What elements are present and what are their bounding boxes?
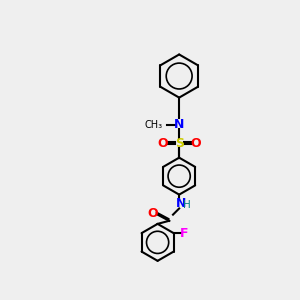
Text: F: F [180,226,189,240]
Text: O: O [148,207,158,220]
Text: CH₃: CH₃ [144,119,162,130]
Text: O: O [158,137,168,150]
Text: S: S [175,137,184,150]
Text: H: H [183,200,191,210]
Text: N: N [174,118,184,131]
Text: N: N [176,197,187,210]
Text: O: O [190,137,201,150]
